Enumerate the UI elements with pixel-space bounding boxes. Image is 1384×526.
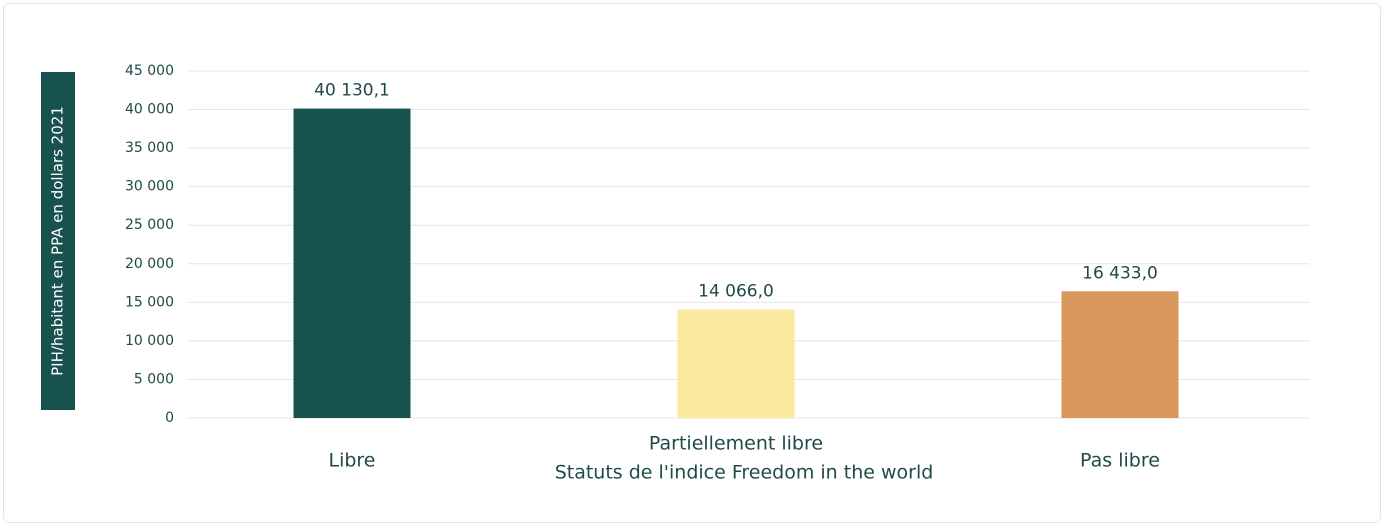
- y-label-box: [41, 72, 75, 410]
- bar: [677, 309, 795, 418]
- y-axis-label: PIH/habitant en PPA en dollars 2021: [49, 106, 67, 376]
- y-tick-label: 10 000: [125, 333, 174, 349]
- y-tick-label: 45 000: [125, 63, 174, 79]
- bar: [1061, 291, 1179, 418]
- x-tick-label: Partiellement libre: [649, 433, 823, 455]
- y-tick-label: 20 000: [125, 256, 174, 272]
- y-tick-label: 40 000: [125, 102, 174, 118]
- x-tick-label: Pas libre: [1080, 450, 1160, 472]
- value-label: 16 433,0: [1082, 263, 1158, 283]
- bar: [293, 108, 411, 418]
- y-tick-label: 5 000: [134, 371, 174, 387]
- y-tick-label: 35 000: [125, 140, 174, 156]
- y-tick-label: 0: [165, 410, 174, 426]
- value-label: 14 066,0: [698, 282, 774, 302]
- y-tick-label: 15 000: [125, 294, 174, 310]
- value-label: 40 130,1: [314, 81, 390, 101]
- y-tick-label: 30 000: [125, 179, 174, 195]
- y-tick-label: 25 000: [125, 217, 174, 233]
- x-axis-label: Statuts de l'indice Freedom in the world: [555, 462, 934, 484]
- x-tick-label: Libre: [328, 450, 375, 472]
